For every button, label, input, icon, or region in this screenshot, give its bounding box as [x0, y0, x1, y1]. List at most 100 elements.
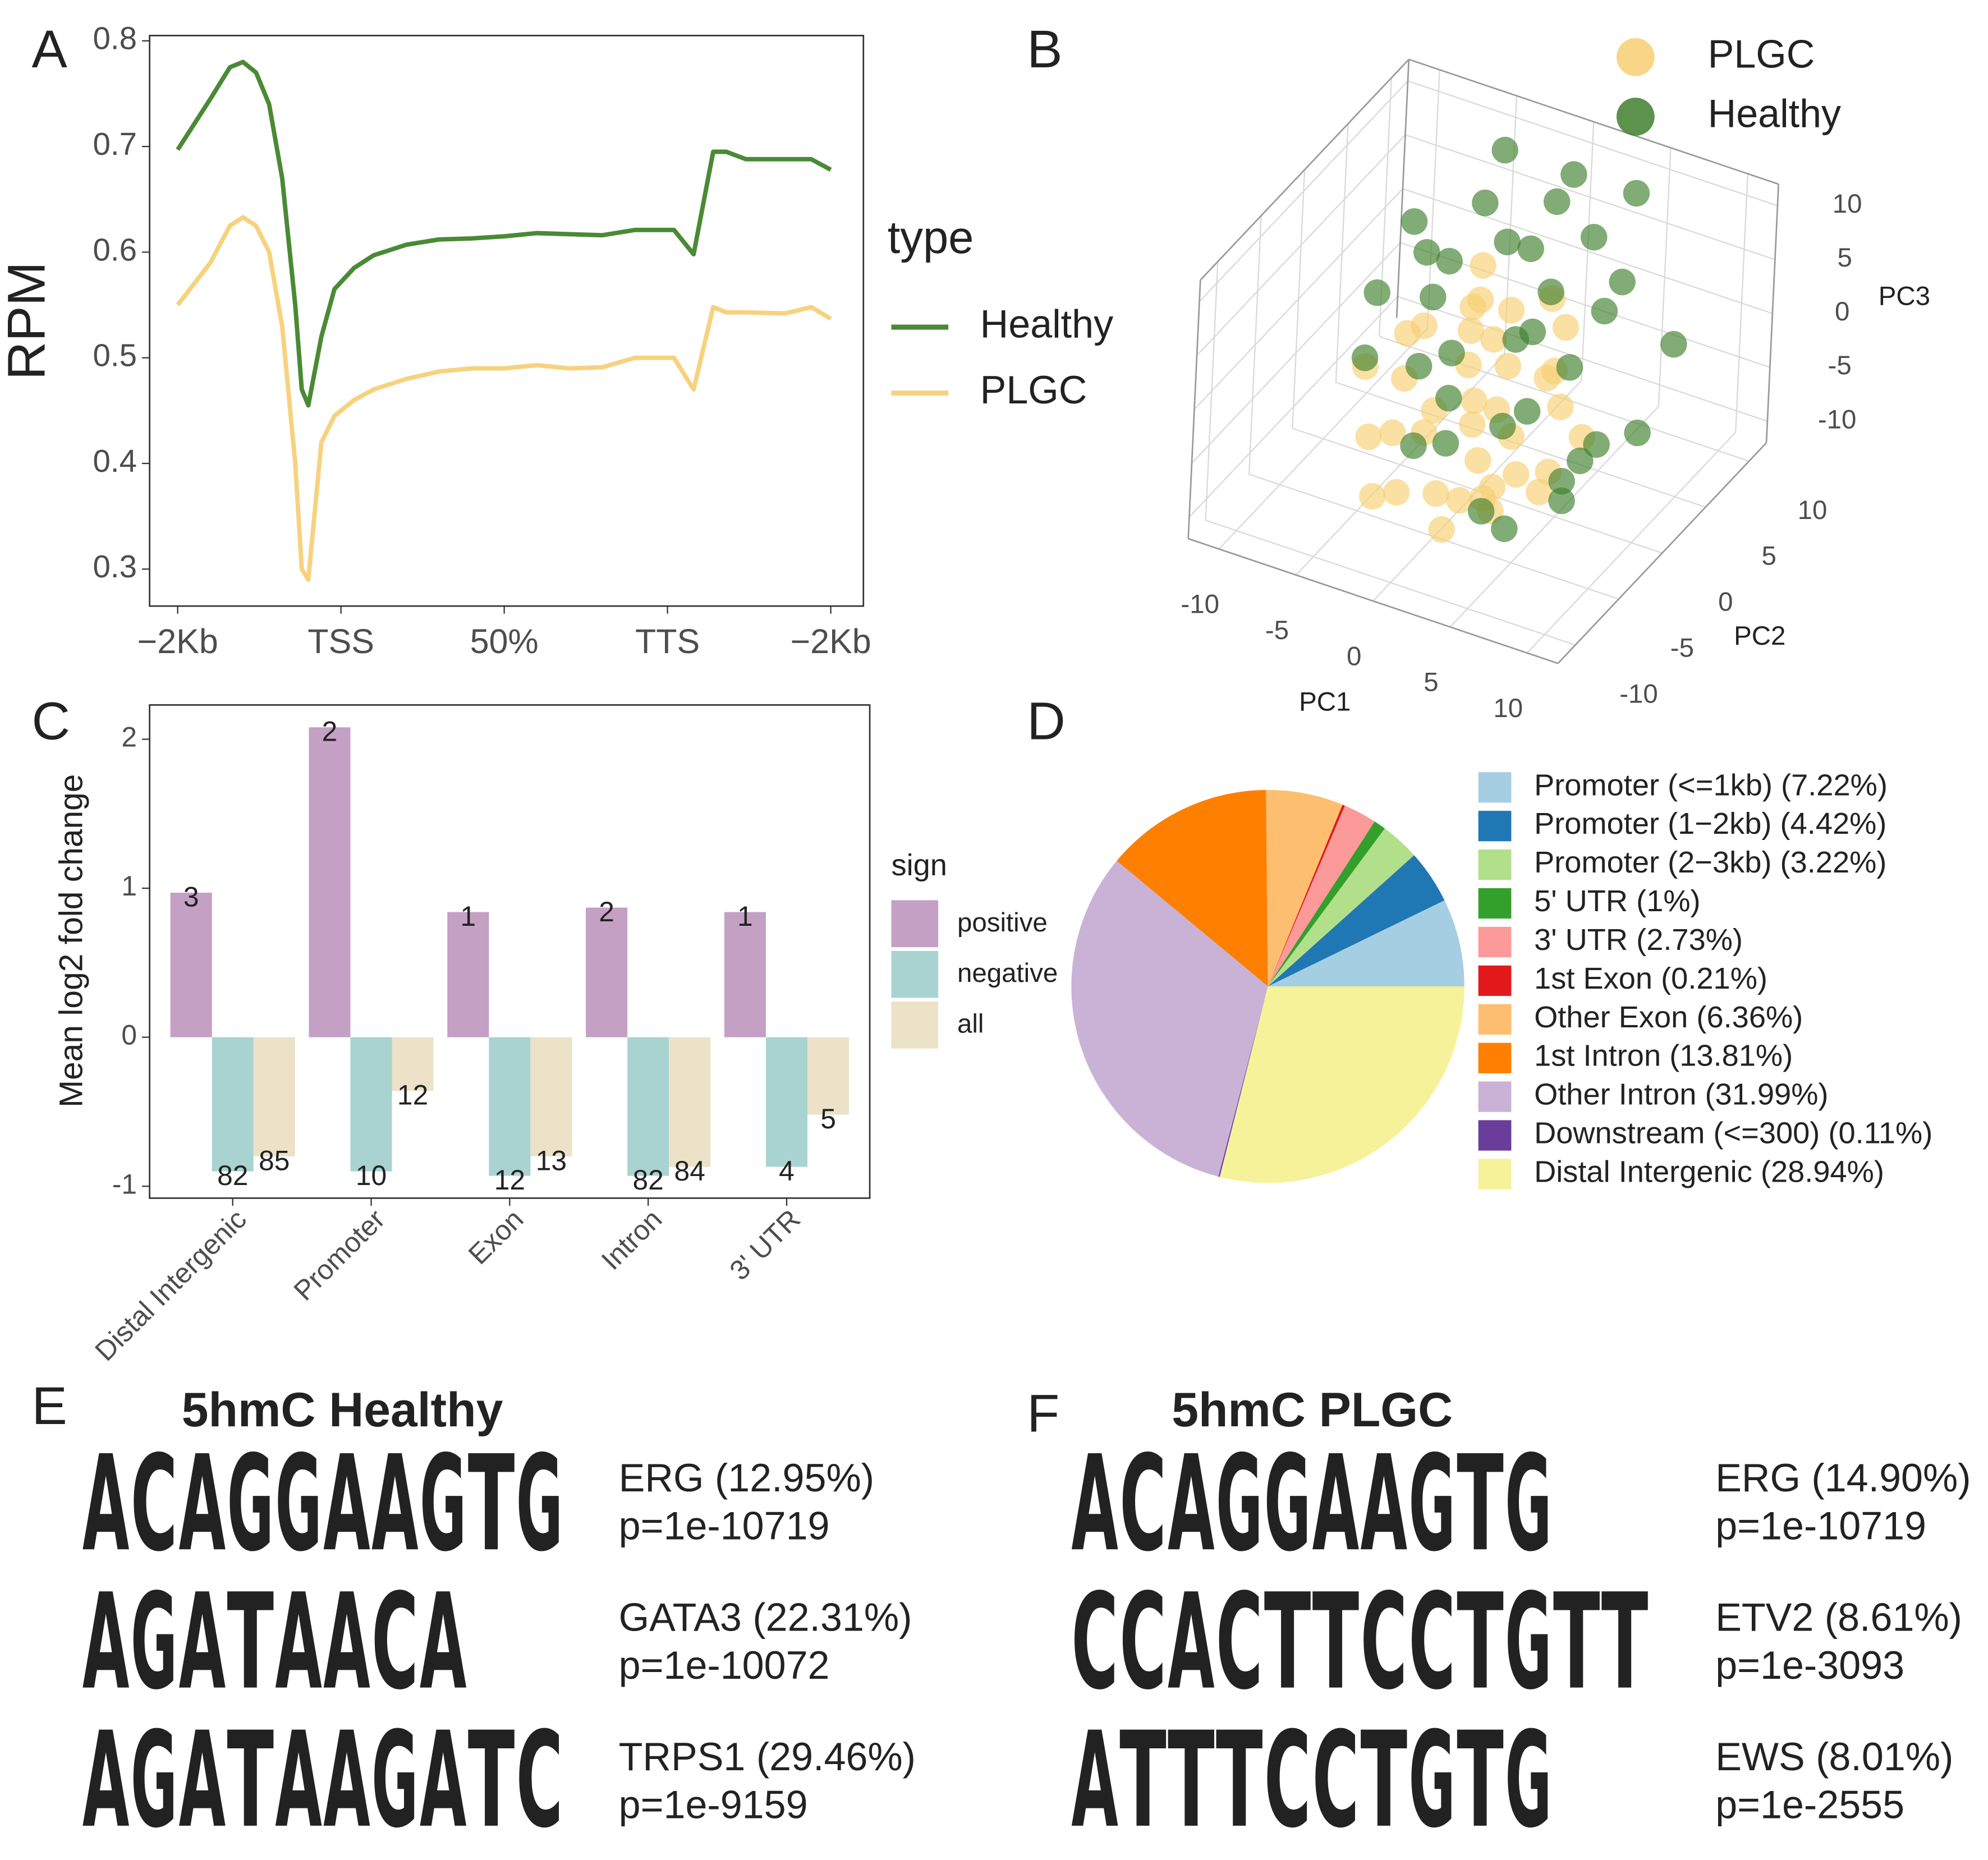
- logo-letter: T: [1264, 1566, 1311, 1719]
- count-label: 85: [259, 1145, 290, 1176]
- logo-letter: A: [1361, 1427, 1408, 1581]
- y-tick-label: -1: [112, 1168, 137, 1200]
- legend-category: Promoter (2−3kb): [1534, 846, 1771, 879]
- point: [1660, 330, 1687, 358]
- point: [1544, 188, 1571, 215]
- point: [1494, 228, 1521, 255]
- logo-letter: A: [1071, 1704, 1118, 1857]
- bar: [669, 1037, 711, 1167]
- plot-frame: [149, 704, 871, 1199]
- logo-letter: T: [1168, 1704, 1215, 1857]
- point: [1383, 479, 1410, 506]
- logo-letter: C: [1312, 1704, 1360, 1857]
- z-tick-label: 5: [1837, 243, 1852, 273]
- y-tick-label: 2: [121, 722, 137, 753]
- x-tick-label: TTS: [635, 622, 700, 660]
- point: [1472, 189, 1499, 217]
- motif-p: p=1e-10072: [619, 1643, 830, 1687]
- legend-category: Promoter (<=1kb): [1534, 769, 1773, 802]
- logo-letter: C: [371, 1566, 419, 1719]
- logo-letter: T: [1457, 1566, 1504, 1719]
- point: [1459, 293, 1486, 320]
- legend-category: Other Intron: [1534, 1078, 1696, 1112]
- point: [1428, 516, 1455, 543]
- z-tick-label: 10: [1833, 189, 1862, 219]
- point: [1405, 352, 1433, 380]
- point: [1446, 487, 1473, 514]
- bar: [253, 1037, 295, 1157]
- point: [1517, 235, 1544, 263]
- logo-letter: G: [131, 1704, 178, 1857]
- legend-label: 1st Intron (13.81%): [1534, 1039, 1793, 1073]
- pie-slice: [1268, 821, 1385, 987]
- y-tick-label: 0.5: [93, 338, 137, 373]
- point: [1470, 252, 1496, 279]
- logo-letter: C: [1361, 1566, 1408, 1719]
- bar: [489, 1037, 531, 1176]
- legend-value: (0.11%): [1828, 1117, 1932, 1150]
- logo-letter: G: [516, 1427, 563, 1581]
- logo-letter: G: [1264, 1427, 1311, 1581]
- legend-label: Promoter (<=1kb) (7.22%): [1534, 769, 1888, 802]
- y-tick-label: 0: [121, 1019, 137, 1051]
- legend-key: [1478, 1004, 1512, 1035]
- point: [1438, 339, 1465, 366]
- series-line: [176, 59, 832, 408]
- legend-value: (31.99%): [1705, 1078, 1828, 1112]
- logo-letter: T: [1457, 1704, 1504, 1857]
- legend-key: [1478, 965, 1512, 996]
- motif-name: GATA3 (22.31%): [619, 1595, 912, 1639]
- motif-name: ERG (12.95%): [619, 1456, 874, 1500]
- legend-category: 1st Intron: [1534, 1039, 1661, 1073]
- point: [1526, 479, 1553, 506]
- pie-slice: [1268, 855, 1445, 987]
- count-label: 4: [779, 1155, 795, 1187]
- logo-letter: A: [179, 1427, 226, 1581]
- logo-letter: G: [1505, 1427, 1552, 1581]
- legend-key: [1478, 926, 1512, 958]
- x-axis-label: PC1: [1299, 687, 1351, 717]
- pie-slice: [1219, 986, 1464, 1183]
- grid-line: [1407, 80, 1778, 206]
- point: [1494, 352, 1522, 380]
- x-tick-label: 3' UTR: [723, 1203, 806, 1286]
- legend-label: Promoter (1−2kb) (4.42%): [1534, 807, 1886, 841]
- point: [1624, 419, 1651, 447]
- point: [1400, 432, 1427, 460]
- count-label: 12: [494, 1164, 525, 1196]
- logo-letter: G: [1408, 1427, 1456, 1581]
- grid-line: [1191, 242, 1401, 464]
- point: [1355, 423, 1382, 451]
- point: [1560, 161, 1587, 188]
- y-axis-label: Mean log2 fold change: [53, 774, 90, 1108]
- logo-letter: T: [1601, 1566, 1649, 1719]
- point: [1552, 314, 1580, 341]
- logo-letter: T: [1119, 1704, 1167, 1857]
- motif-p: p=1e-3093: [1715, 1643, 1904, 1687]
- motif-name: TRPS1 (29.46%): [619, 1735, 916, 1779]
- legend-category: Downstream (<=300): [1534, 1117, 1820, 1150]
- x-tick-label: -5: [1265, 616, 1289, 645]
- y-tick-label: 1: [121, 870, 137, 902]
- logo-letter: G: [1408, 1704, 1456, 1857]
- panel-label: B: [1027, 20, 1062, 79]
- logo-letter: G: [1505, 1566, 1552, 1719]
- point: [1498, 297, 1525, 324]
- logo-letter: A: [275, 1704, 322, 1857]
- panel-label: E: [31, 1376, 67, 1436]
- motif-title: 5hmC PLGC: [1172, 1383, 1453, 1437]
- logo-letter: A: [1312, 1427, 1360, 1581]
- legend-label: PLGC: [1708, 32, 1815, 76]
- legend-category: 3' UTR: [1534, 923, 1628, 957]
- pane-edge: [1765, 184, 1780, 443]
- point: [1432, 430, 1459, 457]
- legend-label: PLGC: [980, 368, 1087, 412]
- point: [1363, 279, 1390, 306]
- legend-key: [1478, 849, 1512, 880]
- pie-slice: [1268, 805, 1345, 987]
- grid-line: [1196, 134, 1406, 356]
- x-tick-label: -10: [1181, 590, 1219, 619]
- bar: [392, 1037, 434, 1091]
- z-axis-label: PC3: [1879, 282, 1930, 311]
- logo-letter: A: [323, 1566, 370, 1719]
